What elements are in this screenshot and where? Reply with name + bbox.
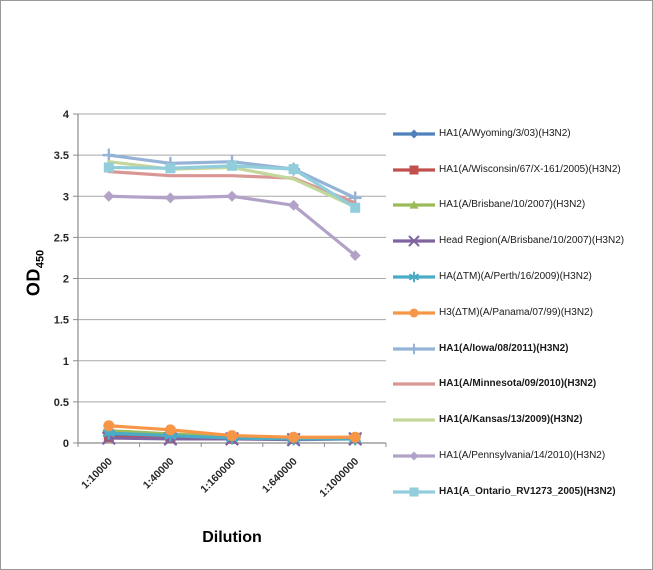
legend-label: HA1(A/Kansas/13/2009)(H3N2) <box>439 414 583 426</box>
legend-item-9: HA1(A/Pennsylvania/14/2010)(H3N2) <box>393 438 651 474</box>
legend-item-8: HA1(A/Kansas/13/2009)(H3N2) <box>393 402 651 438</box>
legend-item-7: HA1(A/Minnesota/09/2010)(H3N2) <box>393 367 651 403</box>
legend-label: Head Region(A/Brisbane/10/2007)(H3N2) <box>439 235 625 247</box>
legend-label: HA1(A/Iowa/08/2011)(H3N2) <box>439 342 569 354</box>
legend-item-3: Head Region(A/Brisbane/10/2007)(H3N2) <box>393 223 651 259</box>
y-tick-label: 1 <box>63 356 69 368</box>
legend-x-swatch <box>393 235 435 247</box>
legend-label: HA1(A/Wisconsin/67/X-161/2005)(H3N2) <box>439 163 621 175</box>
x-tick-label: 1:10000 <box>79 456 115 492</box>
legend-label: HA1(A/Brisbane/10/2007)(H3N2) <box>439 199 586 211</box>
series-5 <box>103 420 361 443</box>
y-tick-label: 1.5 <box>54 315 69 327</box>
legend-item-2: HA1(A/Brisbane/10/2007)(H3N2) <box>393 188 651 224</box>
series-9 <box>103 190 361 261</box>
legend-plus-swatch <box>393 343 435 355</box>
x-axis-ticks: 1:10000 1:40000 1:160000 1:640000 1:1000000 <box>77 443 387 500</box>
y-axis-title: OD450 <box>23 249 47 297</box>
y-tick-label: 0 <box>63 438 69 450</box>
legend-label: HA1(A/Wyoming/3/03)(H3N2) <box>439 127 571 139</box>
y-tick-label: 2.5 <box>54 232 69 244</box>
y-tick-label: 4 <box>63 109 70 121</box>
legend-item-10: HA1(A_Ontario_RV1273_2005)(H3N2) <box>393 474 651 510</box>
y-axis-title-subscript: 450 <box>34 249 47 269</box>
legend-item-4: HA(ΔTM)(A/Perth/16/2009)(H3N2) <box>393 259 651 295</box>
x-tick-label: 1:640000 <box>260 456 300 496</box>
legend-star-swatch <box>393 271 435 283</box>
legend-circle-swatch <box>393 308 435 318</box>
x-tick-label: 1:160000 <box>198 456 238 496</box>
x-tick-label: 1:1000000 <box>317 456 361 500</box>
legend-label: HA1(A_Ontario_RV1273_2005)(H3N2) <box>439 485 616 497</box>
y-tick-label: 3.5 <box>54 150 69 162</box>
legend-label: HA1(A/Pennsylvania/14/2010)(H3N2) <box>439 450 606 462</box>
series-7 <box>107 169 357 205</box>
legend-item-5: H3(ΔTM)(A/Panama/07/99)(H3N2) <box>393 295 651 331</box>
gridlines: 0 0.5 1 1.5 2 2.5 3 3.5 4 <box>54 109 386 450</box>
legend-label: HA(ΔTM)(A/Perth/16/2009)(H3N2) <box>439 271 592 283</box>
legend-label: HA1(A/Minnesota/09/2010)(H3N2) <box>439 378 597 390</box>
legend-item-1: HA1(A/Wisconsin/67/X-161/2005)(H3N2) <box>393 152 651 188</box>
legend-label: H3(ΔTM)(A/Panama/07/99)(H3N2) <box>439 306 593 318</box>
y-tick-label: 0.5 <box>54 397 69 409</box>
legend-none-swatch <box>393 382 435 387</box>
legend-diamond-swatch <box>393 129 435 139</box>
y-tick-label: 2 <box>63 274 69 286</box>
y-axis-title-main: OD <box>23 268 44 297</box>
legend-diamond-swatch <box>393 451 435 461</box>
legend-item-0: HA1(A/Wyoming/3/03)(H3N2) <box>393 116 651 152</box>
chart-legend: HA1(A/Wyoming/3/03)(H3N2) HA1(A/Wisconsin… <box>393 116 651 510</box>
series-10 <box>103 160 361 213</box>
legend-item-6: HA1(A/Iowa/08/2011)(H3N2) <box>393 331 651 367</box>
x-tick-label: 1:40000 <box>141 456 177 492</box>
y-tick-label: 3 <box>63 191 69 203</box>
legend-square-swatch <box>393 487 435 497</box>
legend-none-swatch <box>393 418 435 422</box>
legend-square-swatch <box>393 165 435 175</box>
legend-triangle-swatch <box>393 200 435 210</box>
x-axis-title: Dilution <box>202 529 262 546</box>
